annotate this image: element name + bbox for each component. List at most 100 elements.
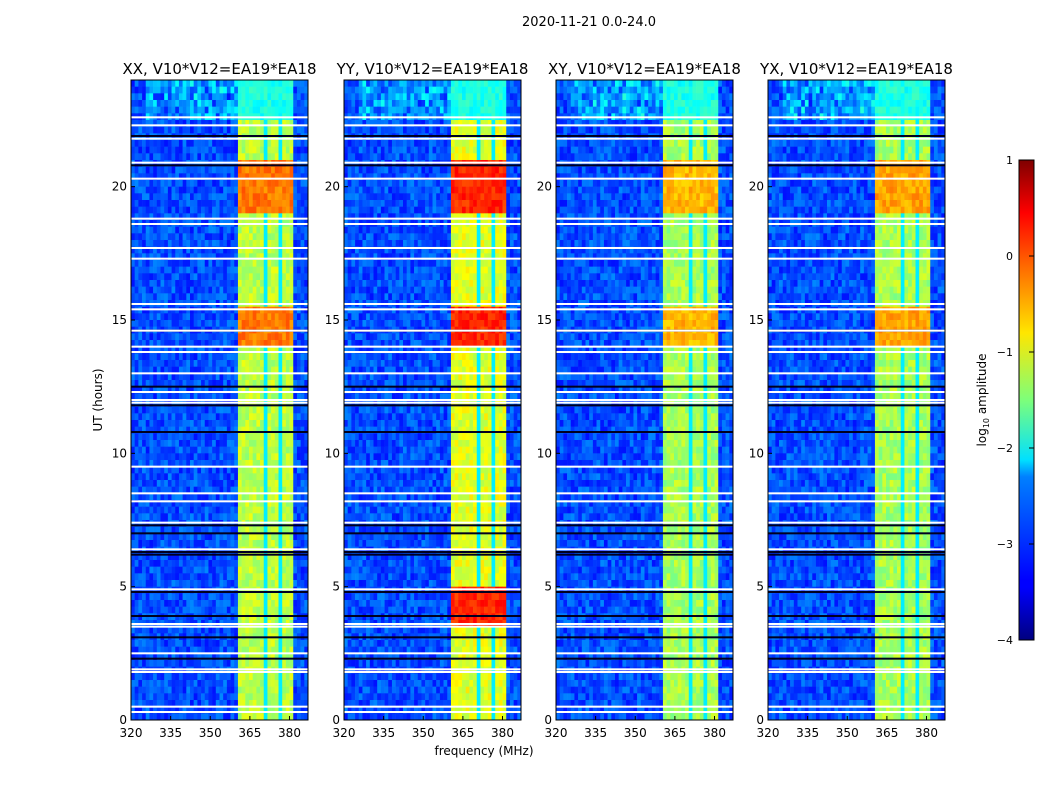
heatmap-cell	[241, 320, 246, 327]
heatmap-cell	[223, 380, 228, 387]
heatmap-cell	[164, 140, 169, 147]
heatmap-cell	[208, 173, 213, 181]
heatmap-cell	[282, 653, 287, 661]
heatmap-cell	[164, 560, 169, 567]
heatmap-cell	[226, 506, 231, 514]
heatmap-cell	[167, 353, 172, 361]
heatmap-cell	[469, 93, 474, 101]
heatmap-cell	[241, 260, 246, 267]
heatmap-cell	[458, 93, 463, 101]
heatmap-cell	[215, 473, 220, 481]
heatmap-cell	[134, 480, 139, 487]
heatmap-cell	[182, 140, 187, 147]
heatmap-cell	[219, 273, 224, 281]
heatmap-cell	[267, 453, 272, 461]
heatmap-cell	[267, 226, 272, 234]
heatmap-cell	[212, 513, 217, 521]
heatmap-cell	[304, 580, 309, 587]
heatmap-cell	[304, 233, 309, 241]
heatmap-cell	[201, 140, 206, 147]
heatmap-cell	[131, 200, 135, 207]
heatmap-cell	[230, 240, 235, 247]
heatmap-cell	[153, 660, 158, 667]
heatmap-cell	[285, 686, 290, 694]
heatmap-cell	[208, 393, 213, 401]
heatmap-cell	[410, 106, 415, 114]
heatmap-cell	[190, 566, 194, 574]
heatmap-cell	[156, 353, 161, 361]
heatmap-cell	[377, 86, 382, 94]
heatmap-cell	[300, 313, 305, 321]
heatmap-cell	[138, 693, 143, 701]
heatmap-cell	[208, 100, 213, 107]
heatmap-cell	[289, 226, 294, 234]
heatmap-cell	[142, 320, 147, 327]
heatmap-cell	[142, 353, 147, 361]
heatmap-cell	[138, 680, 143, 687]
heatmap-cell	[241, 573, 246, 581]
heatmap-cell	[160, 386, 165, 394]
heatmap-cell	[274, 480, 279, 487]
heatmap-cell	[182, 193, 187, 201]
heatmap-cell	[256, 660, 261, 667]
heatmap-cell	[414, 93, 419, 101]
heatmap-cell	[237, 380, 242, 387]
heatmap-cell	[358, 86, 363, 94]
heatmap-cell	[237, 493, 242, 501]
heatmap-cell	[355, 86, 360, 94]
heatmap-cell	[260, 106, 265, 114]
flagged-row	[131, 625, 308, 628]
heatmap-cell	[145, 240, 150, 247]
heatmap-cell	[138, 466, 143, 474]
heatmap-cell	[271, 233, 276, 241]
heatmap-cell	[149, 366, 154, 374]
heatmap-cell	[252, 346, 257, 354]
heatmap-cell	[263, 293, 268, 301]
heatmap-cell	[271, 640, 276, 647]
heatmap-cell	[230, 406, 235, 414]
heatmap-cell	[267, 320, 272, 327]
heatmap-cell	[193, 406, 198, 414]
heatmap-cell	[296, 313, 301, 321]
heatmap-cell	[285, 593, 290, 601]
heatmap-cell	[274, 253, 279, 261]
heatmap-cell	[164, 433, 169, 441]
heatmap-cell	[178, 120, 183, 127]
heatmap-cell	[296, 346, 301, 354]
heatmap-cell	[164, 540, 169, 547]
heatmap-cell	[245, 693, 250, 701]
heatmap-cell	[215, 293, 220, 301]
heatmap-cell	[260, 540, 265, 547]
heatmap-cell	[193, 413, 198, 421]
heatmap-cell	[245, 673, 250, 681]
heatmap-cell	[263, 346, 268, 354]
heatmap-cell	[182, 360, 187, 367]
heatmap-cell	[167, 446, 172, 454]
heatmap-cell	[149, 213, 154, 221]
heatmap-cell	[212, 500, 217, 507]
heatmap-cell	[271, 246, 276, 254]
heatmap-cell	[134, 280, 139, 287]
heatmap-cell	[285, 486, 290, 494]
heatmap-cell	[296, 293, 301, 301]
heatmap-cell	[171, 173, 176, 181]
heatmap-cell	[160, 106, 165, 114]
heatmap-cell	[208, 380, 213, 387]
heatmap-cell	[149, 480, 154, 487]
heatmap-cell	[167, 146, 172, 154]
heatmap-cell	[274, 593, 279, 601]
heatmap-cell	[296, 526, 301, 534]
heatmap-cell	[495, 106, 500, 114]
heatmap-cell	[178, 273, 183, 281]
heatmap-cell	[256, 693, 261, 701]
heatmap-cell	[201, 500, 206, 507]
heatmap-cell	[267, 526, 272, 534]
heatmap-cell	[156, 453, 161, 461]
heatmap-cell	[190, 226, 194, 234]
heatmap-cell	[245, 460, 250, 467]
heatmap-cell	[249, 706, 253, 714]
heatmap-cell	[175, 680, 180, 687]
heatmap-cell	[197, 526, 202, 534]
heatmap-cell	[274, 486, 279, 494]
heatmap-cell	[241, 213, 246, 221]
